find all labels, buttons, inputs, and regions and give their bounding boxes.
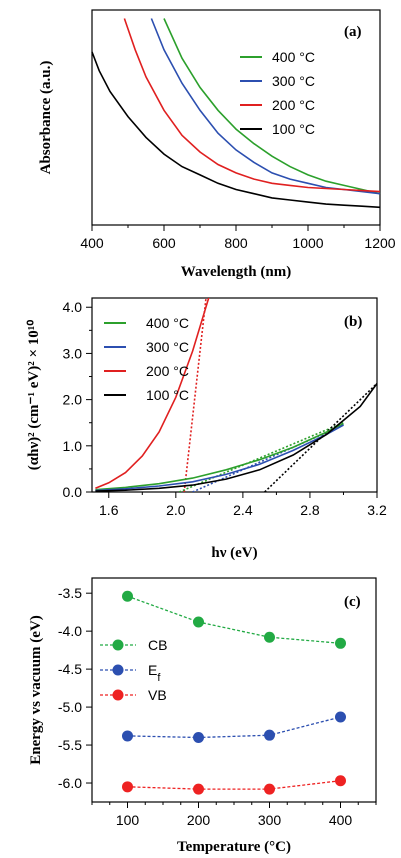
panel-a-series-line [91,51,381,209]
panel-b-label: (b) [344,314,362,330]
panel-b-series-line [95,383,377,492]
panel-b-fit-line [178,421,344,492]
panel-c-plot [86,577,377,808]
panel-b-y-tick-label: 1.0 [63,438,83,454]
panel-a-x-tick-label: 600 [152,235,176,251]
panel-a-x-tick-label: 1200 [364,235,395,251]
panel-a-label: (a) [344,24,362,40]
panel-c-x-tick-label: 100 [116,812,140,828]
panel-c-data-point [193,783,204,795]
panel-a-series-line [150,18,381,195]
panel-b-series-line [95,424,344,492]
panel-a-y-label: Absorbance (a.u.) [38,61,54,175]
panel-b-x-tick-label: 2.4 [233,502,253,518]
panel-c-legend-marker [112,639,124,651]
panel-a-x-label: Wavelength (nm) [181,264,291,280]
panel-b-y-tick-label: 3.0 [63,345,83,361]
panel-a-series-line [123,18,381,193]
panel-b-fit-line [183,298,207,492]
panel-b-plot [86,297,378,498]
panel-a-x-tick-label: 400 [80,235,104,251]
panel-c-legend-label: CB [148,637,167,653]
panel-c-data-point [122,730,133,742]
panel-b-y-label: (αhν)² (cm⁻¹ eV)² × 10¹⁰ [26,320,42,471]
panel-a-x-tick-label: 800 [224,235,248,251]
panel-c-x-tick-label: 300 [258,812,282,828]
panel-c-legend-marker [112,664,124,676]
panel-c-data-point [264,729,275,741]
panel-c-x-tick-label: 400 [329,812,353,828]
panel-b-x-tick-label: 3.2 [367,502,387,518]
panel-c-frame [91,577,377,803]
panel-b-x-label: hν (eV) [211,545,257,561]
panel-c-data-point [335,637,346,649]
panel-c-y-tick-label: -6.0 [58,775,82,791]
panel-b-x-tick-label: 2.8 [300,502,320,518]
panel-c-data-point [264,783,275,795]
panel-b-series-line [95,298,210,490]
panel-c-data-point [335,711,346,723]
panel-b-legend-label: 100 °C [146,387,189,403]
panel-a-legend-label: 100 °C [272,121,315,137]
panel-a-legend-label: 400 °C [272,49,315,65]
panel-b-legend-label: 400 °C [146,315,189,331]
panel-c-series-line [127,716,341,739]
panel-a-x-tick-label: 1000 [292,235,323,251]
panel-a-series-line [163,18,381,195]
panel-c-legend-marker [112,689,124,701]
panel-a-legend-label: 200 °C [272,97,315,113]
panel-c-data-point [193,731,204,743]
panel-a-frame [91,9,381,226]
panel-c-data-point [335,775,346,787]
panel-b-legend-label: 200 °C [146,363,189,379]
panel-c-y-label: Energy vs vacuum (eV) [28,615,44,765]
panel-c-y-tick-label: -5.0 [58,699,82,715]
panel-c-data-point [122,590,133,602]
panel-c-x-label: Temperature (°C) [177,839,291,855]
panel-c-legend-label: Ef [148,662,161,684]
panel-b-legend-label: 300 °C [146,339,189,355]
panel-c-data-point [122,781,133,793]
panel-c-y-tick-label: -4.0 [58,623,82,639]
panel-b-frame [91,297,378,493]
panel-c-y-tick-label: -4.5 [58,661,82,677]
panel-b-x-tick-label: 1.6 [99,502,119,518]
panel-c-y-tick-label: -3.5 [58,585,82,601]
panel-c-data-point [264,631,275,643]
panel-c-series-line [127,780,341,790]
panel-b-y-tick-label: 4.0 [63,299,83,315]
panel-c-x-tick-label: 200 [187,812,211,828]
panel-c-data-point [193,616,204,628]
panel-c-label: (c) [344,594,361,610]
panel-b-y-tick-label: 0.0 [63,484,83,500]
panel-c-legend-label: VB [148,687,167,703]
panel-a-plot [91,9,381,231]
panel-c-y-tick-label: -5.5 [58,737,82,753]
panel-b-y-tick-label: 2.0 [63,392,83,408]
panel-b-x-tick-label: 2.0 [166,502,186,518]
panel-b-series-line [95,422,344,491]
panel-a-legend-label: 300 °C [272,73,315,89]
panel-c-series-line [127,595,341,644]
